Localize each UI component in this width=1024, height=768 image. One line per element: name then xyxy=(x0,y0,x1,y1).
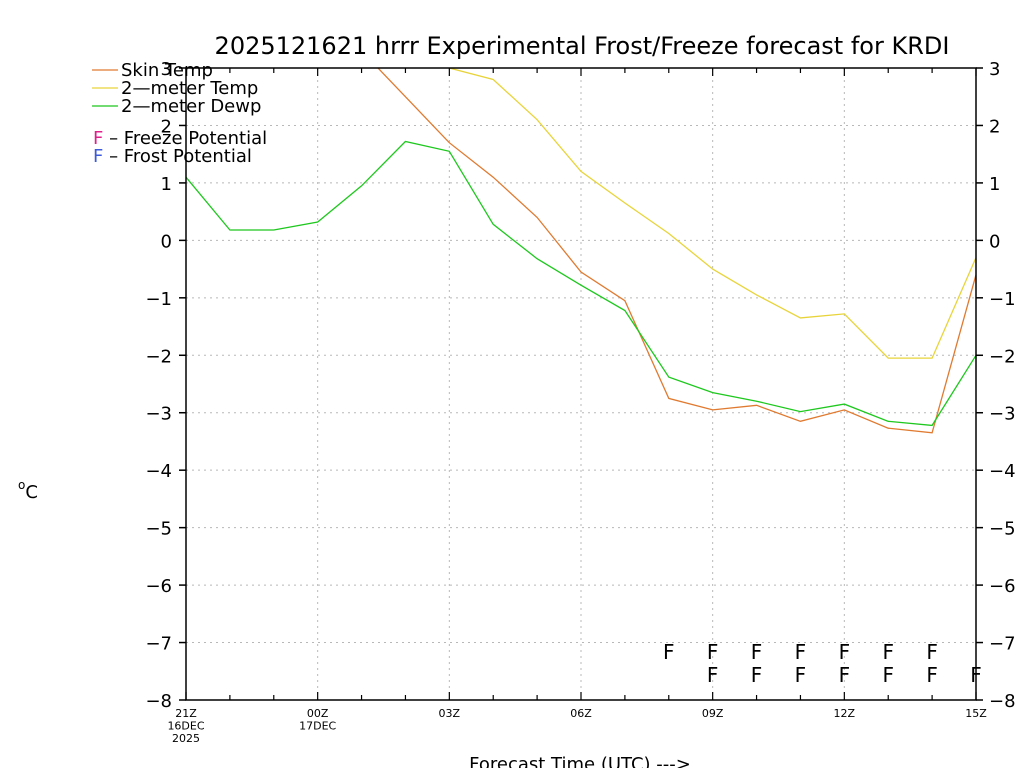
freeze-mark: F xyxy=(751,663,763,687)
freeze-mark: F xyxy=(970,663,982,687)
y-axis-label: oC xyxy=(18,478,38,503)
x-tick-label: 21Z xyxy=(175,707,197,720)
degree-superscript: o xyxy=(18,478,25,492)
frost-mark: F xyxy=(751,640,763,664)
x-tick-label: 16DEC xyxy=(167,720,204,733)
freeze-mark: F xyxy=(882,663,894,687)
y-tick-label-right: −3 xyxy=(989,404,1016,425)
y-tick-label-left: 1 xyxy=(161,174,172,195)
x-tick-label: 06Z xyxy=(570,707,592,720)
frost-mark: F xyxy=(882,640,894,664)
y-tick-label-left: 2 xyxy=(161,116,172,137)
x-tick-label: 12Z xyxy=(834,707,856,720)
frost-mark: F xyxy=(839,640,851,664)
potential-marks: F F F F F F FF F F F F F F xyxy=(663,640,982,687)
y-tick-label-right: 0 xyxy=(989,231,1000,252)
x-axis-label: Forecast Time (UTC) ---> xyxy=(469,754,691,768)
x-tick-label: 2025 xyxy=(172,732,200,745)
freeze-mark: F xyxy=(795,663,807,687)
y-tick-label-left: −5 xyxy=(145,519,172,540)
y-tick-label-right: −8 xyxy=(989,691,1016,712)
y-tick-label-left: −2 xyxy=(145,346,172,367)
y-tick-label-right: −4 xyxy=(989,461,1016,482)
y-tick-label-left: 3 xyxy=(161,59,172,80)
frost-mark: F xyxy=(926,640,938,664)
frost-mark: F xyxy=(795,640,807,664)
freeze-mark: F xyxy=(926,663,938,687)
x-tick-label: 00Z xyxy=(307,707,329,720)
legend-label: 2—meter Temp xyxy=(121,78,258,99)
x-tick-label: 03Z xyxy=(439,707,461,720)
y-tick-label-left: −3 xyxy=(145,404,172,425)
y-tick-label-left: −1 xyxy=(145,289,172,310)
y-tick-label-right: −2 xyxy=(989,346,1016,367)
legend-label: Skin Temp xyxy=(121,60,213,81)
freeze-mark: F xyxy=(707,663,719,687)
plot-frame xyxy=(185,67,977,701)
frost-mark: F xyxy=(663,640,675,664)
x-tick-label: 17DEC xyxy=(299,720,336,733)
series-line-skin-temp xyxy=(377,68,976,434)
y-tick-label-left: −6 xyxy=(145,576,172,597)
y-axis-ticks: 3 3 2 2 1 1 0 0 −1 −1 −2 −2 −3 −3 −4 −4 −5 −5 −6 −6 −7 −7 −8 −8 xyxy=(145,59,1015,712)
x-tick-label: 15Z xyxy=(965,707,987,720)
y-tick-label-right: −5 xyxy=(989,519,1016,540)
legend-potential-label: F – Frost Potential xyxy=(93,146,252,167)
y-tick-label-right: −7 xyxy=(989,634,1016,655)
y-axis-unit: C xyxy=(25,482,38,503)
y-tick-label-right: −1 xyxy=(989,289,1016,310)
legend-potential-label: F – Freeze Potential xyxy=(93,128,267,149)
y-tick-label-left: 0 xyxy=(161,231,172,252)
x-tick-label: 09Z xyxy=(702,707,724,720)
y-tick-label-left: −8 xyxy=(145,691,172,712)
y-tick-label-left: −7 xyxy=(145,634,172,655)
legend-label: 2—meter Dewp xyxy=(121,96,261,117)
grid-lines xyxy=(186,68,976,700)
y-tick-label-right: −6 xyxy=(989,576,1016,597)
y-tick-label-right: 2 xyxy=(989,116,1000,137)
chart-title: 2025121621 hrrr Experimental Frost/Freez… xyxy=(215,32,950,60)
series-lines xyxy=(186,68,976,434)
y-tick-label-right: 1 xyxy=(989,174,1000,195)
series-line-2-meter-temp xyxy=(448,68,976,359)
y-tick-label-left: −4 xyxy=(145,461,172,482)
frost-mark: F xyxy=(707,640,719,664)
y-tick-label-right: 3 xyxy=(989,59,1000,80)
series-line-2-meter-dewp xyxy=(186,140,976,427)
freeze-mark: F xyxy=(839,663,851,687)
